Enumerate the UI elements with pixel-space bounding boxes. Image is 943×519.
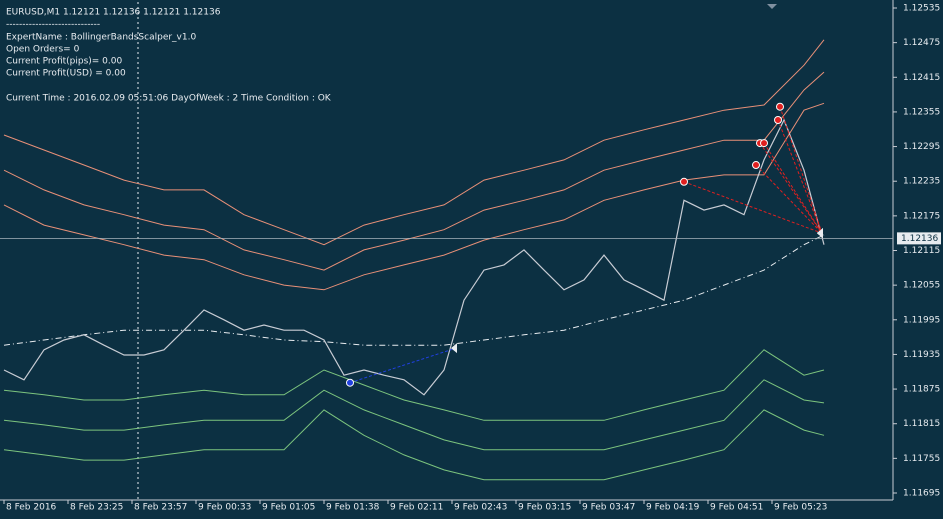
order-line — [683, 181, 823, 234]
x-tick-label: 9 Feb 01:05 — [262, 503, 315, 513]
order-open — [752, 161, 760, 170]
info-line: Open Orders= 0 — [6, 45, 80, 55]
x-tick-label: 8 Feb 23:57 — [134, 503, 187, 513]
middle-band — [3, 234, 825, 346]
price-line — [3, 118, 825, 396]
order-close — [817, 228, 823, 239]
band-line — [3, 349, 825, 421]
order-line — [349, 347, 457, 384]
info-line: Current Time : 2016.02.09 05:51:06 DayOf… — [6, 94, 332, 104]
y-tick-label: 1.12415 — [903, 73, 940, 83]
x-tick-label: 9 Feb 03:15 — [518, 503, 571, 513]
info-line: Current Profit(pips)= 0.00 — [6, 57, 122, 67]
shift-marker — [767, 4, 777, 9]
x-tick-label: 9 Feb 04:51 — [710, 503, 763, 513]
x-tick-label: 9 Feb 02:11 — [390, 503, 443, 513]
x-tick-label: 9 Feb 00:33 — [198, 503, 251, 513]
y-tick-label: 1.11935 — [903, 350, 940, 360]
x-tick-label: 8 Feb 23:25 — [70, 503, 123, 513]
order-line — [763, 142, 823, 234]
y-tick-label: 1.12295 — [903, 142, 940, 152]
y-tick-label: 1.11875 — [903, 385, 940, 395]
y-tick-label: 1.11815 — [903, 419, 940, 429]
chart-title: EURUSD,M1 1.12121 1.12136 1.12121 1.1213… — [6, 8, 221, 18]
order-line — [759, 142, 823, 234]
y-tick-label: 1.12055 — [903, 281, 940, 291]
y-tick-label: 1.11755 — [903, 454, 940, 464]
order-line — [779, 106, 823, 234]
band-line — [3, 409, 825, 481]
info-line: Current Profit(USD) = 0.00 — [6, 69, 126, 79]
order-close — [451, 343, 457, 354]
y-tick-label: 1.12175 — [903, 211, 940, 221]
y-tick-label: 1.12535 — [903, 4, 940, 14]
current-price-box — [897, 232, 941, 245]
order-open — [346, 378, 354, 387]
band-line — [3, 379, 825, 451]
current-price-label: 1.12136 — [901, 234, 938, 244]
order-open — [774, 116, 782, 125]
order-line — [755, 164, 823, 234]
band-line — [3, 39, 825, 246]
separator: ----------------------------- — [6, 20, 100, 30]
x-tick-label: 9 Feb 02:43 — [454, 503, 507, 513]
band-line — [3, 71, 825, 271]
x-tick-label: 9 Feb 03:47 — [582, 503, 635, 513]
order-open — [776, 102, 784, 111]
y-tick-label: 1.11995 — [903, 315, 940, 325]
x-tick-label: 9 Feb 05:23 — [774, 503, 827, 513]
x-tick-label: 9 Feb 01:38 — [326, 503, 380, 513]
order-open — [680, 177, 688, 186]
order-line — [777, 119, 823, 234]
x-tick-label: 8 Feb 2016 — [6, 503, 57, 513]
band-line — [3, 102, 825, 291]
y-tick-label: 1.12355 — [903, 107, 940, 117]
order-open — [760, 139, 768, 148]
y-tick-label: 1.12235 — [903, 177, 940, 187]
y-tick-label: 1.12475 — [903, 38, 940, 48]
y-tick-label: 1.12115 — [903, 246, 940, 256]
x-tick-label: 9 Feb 04:19 — [646, 503, 700, 513]
y-tick-label: 1.11695 — [903, 489, 940, 499]
info-line: ExpertName : BollingerBandsScalper_v1.0 — [6, 33, 196, 43]
